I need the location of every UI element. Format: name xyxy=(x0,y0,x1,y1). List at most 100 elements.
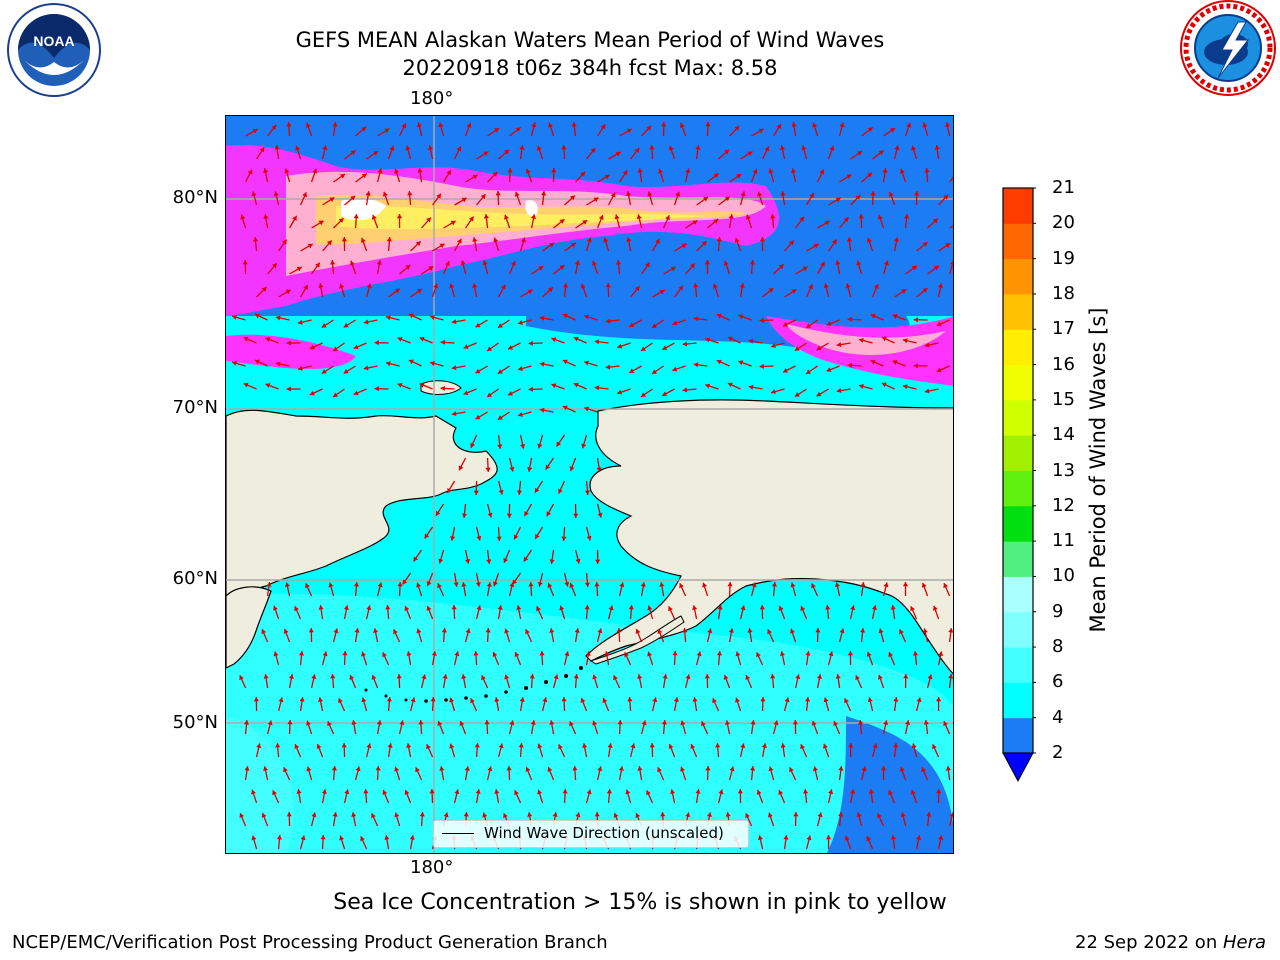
wave-direction-arrowhead xyxy=(302,192,307,198)
wave-direction-arrowhead xyxy=(485,467,491,472)
wave-direction-arrowhead xyxy=(581,443,587,449)
wave-direction-arrowhead xyxy=(770,674,776,679)
wave-direction-arrowhead xyxy=(426,744,431,750)
wave-direction-arrowhead xyxy=(309,390,315,396)
wave-direction-arrowhead xyxy=(573,336,579,342)
wave-direction-arrowhead xyxy=(903,674,909,679)
wave-direction-arrowhead xyxy=(779,145,785,151)
wave-direction-arrowhead xyxy=(759,237,766,242)
wave-direction-arrowhead xyxy=(672,320,678,326)
colorbar-tick-label: 14 xyxy=(1052,424,1075,446)
wave-direction-arrowhead xyxy=(408,313,414,319)
wave-direction-arrowhead xyxy=(461,582,467,587)
colorbar-tick-label: 15 xyxy=(1052,388,1075,410)
wave-direction-arrowhead xyxy=(553,674,559,680)
wave-direction-arrowhead xyxy=(619,582,625,588)
wave-direction-arrowhead xyxy=(718,789,724,795)
wave-direction-arrowhead xyxy=(537,743,543,749)
wave-direction-arrowhead xyxy=(239,675,244,681)
wave-direction-arrowhead xyxy=(906,122,912,128)
wave-direction-arrowhead xyxy=(339,283,345,289)
wave-direction-arrowhead xyxy=(751,582,757,588)
wave-direction-arrowhead xyxy=(343,605,349,610)
wave-direction-arrowhead xyxy=(482,812,488,818)
wave-direction-arrowhead xyxy=(893,697,899,702)
wave-direction-arrowhead xyxy=(767,812,773,818)
wave-direction-arrowhead xyxy=(672,366,678,372)
wave-direction-arrowhead xyxy=(294,744,300,750)
wave-direction-arrowhead xyxy=(458,465,464,471)
wave-direction-arrowhead xyxy=(561,145,567,150)
wave-direction-arrowhead xyxy=(873,284,879,289)
wave-direction-arrowhead xyxy=(564,581,570,587)
wave-direction-arrowhead xyxy=(806,835,812,841)
wave-direction-arrowhead xyxy=(492,581,498,587)
wave-direction-arrowhead xyxy=(738,314,744,320)
wave-direction-arrowhead xyxy=(672,651,678,656)
wave-direction-arrowhead xyxy=(747,151,753,157)
wave-direction-arrowhead xyxy=(605,318,611,324)
wave-direction-arrowhead xyxy=(329,197,335,202)
wave-direction-arrowhead xyxy=(809,193,814,199)
wave-direction-arrowhead xyxy=(816,674,822,679)
wave-direction-arrowhead xyxy=(487,766,493,772)
wave-direction-arrowhead xyxy=(549,720,555,725)
wave-direction-arrowhead xyxy=(430,697,436,702)
wave-direction-arrowhead xyxy=(322,145,328,151)
wave-direction-arrowhead xyxy=(475,368,481,374)
wave-direction-arrowhead xyxy=(551,337,557,343)
wave-direction-arrowhead xyxy=(823,283,829,289)
wave-direction-arrowhead xyxy=(322,651,328,657)
wave-direction-arrowhead xyxy=(498,743,504,749)
wave-direction-arrowhead xyxy=(789,240,794,246)
wave-direction-arrowhead xyxy=(363,789,369,794)
wave-direction-arrowhead xyxy=(275,743,281,748)
wave-direction-arrowhead xyxy=(252,128,258,134)
wave-direction-arrowhead xyxy=(670,266,676,272)
wave-direction-arrowhead xyxy=(806,369,812,374)
wave-direction-arrowhead xyxy=(251,835,257,841)
wave-direction-arrowhead xyxy=(727,582,733,587)
wave-direction-arrowhead xyxy=(705,766,711,771)
wave-direction-arrowhead xyxy=(384,128,390,134)
wave-direction-arrowhead xyxy=(805,651,811,656)
wave-direction-arrowhead xyxy=(692,605,698,610)
wave-direction-arrowhead xyxy=(727,336,733,342)
wave-direction-arrowhead xyxy=(902,582,909,587)
wave-direction-arrowhead xyxy=(416,628,422,634)
wave-direction-arrowhead xyxy=(585,651,591,656)
lat-label-50n: 50°N xyxy=(172,712,218,733)
alaska-land xyxy=(585,399,953,675)
wave-direction-arrowhead xyxy=(922,288,928,293)
wave-direction-arrowhead xyxy=(354,628,360,633)
wave-direction-arrowhead xyxy=(584,605,590,610)
wave-direction-arrowhead xyxy=(597,628,603,634)
wave-direction-arrowhead xyxy=(518,320,523,326)
wave-direction-arrowhead xyxy=(647,605,653,611)
wave-direction-arrowhead xyxy=(723,674,729,680)
wave-direction-arrowhead xyxy=(564,651,570,657)
wave-direction-arrowhead xyxy=(668,145,674,151)
wave-direction-arrowhead xyxy=(603,237,609,243)
wave-direction-arrowhead xyxy=(890,128,896,133)
wave-direction-arrowhead xyxy=(812,766,818,772)
wave-direction-arrowhead xyxy=(822,743,828,749)
wave-direction-arrowhead xyxy=(419,382,425,388)
wave-direction-arrowhead xyxy=(492,171,498,177)
wave-direction-arrowhead xyxy=(737,789,743,794)
wave-direction-arrowhead xyxy=(495,191,501,196)
wave-direction-arrowhead xyxy=(870,313,876,319)
wave-direction-arrowhead xyxy=(366,283,372,289)
wave-direction-arrowhead xyxy=(530,720,536,725)
wave-direction-arrowhead xyxy=(645,262,650,268)
wave-direction-arrowhead xyxy=(591,260,597,266)
lon-label-top: 180° xyxy=(410,88,454,109)
wave-direction-arrowhead xyxy=(463,390,469,396)
wave-direction-arrowhead xyxy=(341,237,347,242)
wave-direction-arrowhead xyxy=(800,744,805,750)
wave-direction-arrowhead xyxy=(473,651,479,656)
wave-direction-arrowhead xyxy=(436,193,441,199)
wave-direction-arrowhead xyxy=(899,168,905,174)
wave-direction-arrowhead xyxy=(835,260,841,265)
wave-direction-arrowhead xyxy=(509,582,515,588)
